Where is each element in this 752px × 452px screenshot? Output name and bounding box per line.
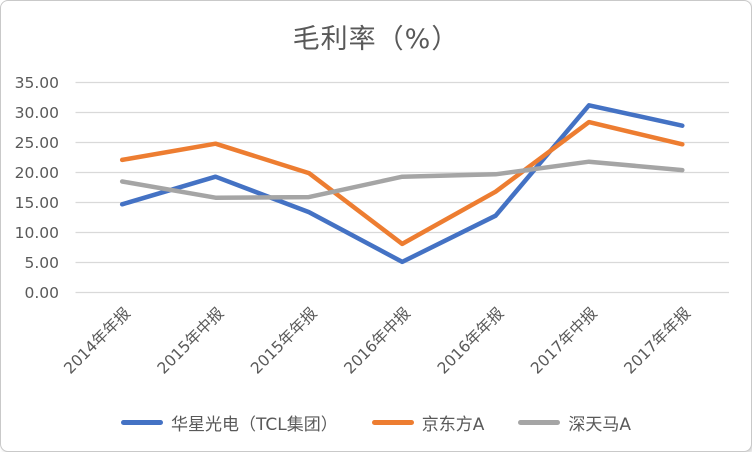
x-axis-label: 2015年中报 bbox=[154, 304, 228, 378]
y-tick-label: 30.00 bbox=[15, 104, 59, 122]
chart-title: 毛利率（%） bbox=[292, 24, 460, 55]
x-axis-label: 2016年中报 bbox=[341, 304, 415, 378]
legend-item-1: 京东方A bbox=[371, 410, 485, 435]
x-axis-label: 2016年年报 bbox=[434, 304, 508, 378]
chart-legend: 华星光电（TCL集团） 京东方A 深天马A bbox=[1, 410, 751, 435]
legend-label: 京东方A bbox=[421, 415, 485, 435]
y-tick-label: 0.00 bbox=[24, 284, 59, 302]
x-axis-label: 2017年中报 bbox=[527, 304, 601, 378]
legend-label: 深天马A bbox=[568, 415, 631, 435]
y-tick-label: 35.00 bbox=[15, 74, 59, 92]
y-tick-label: 20.00 bbox=[15, 164, 59, 182]
legend-line-swatch bbox=[120, 420, 163, 425]
x-axis-label: 2014年年报 bbox=[61, 304, 135, 378]
x-axis-label: 2017年年报 bbox=[621, 304, 695, 378]
series-line-1 bbox=[119, 119, 685, 247]
legend-label: 华星光电（TCL集团） bbox=[170, 415, 338, 435]
y-tick-label: 5.00 bbox=[24, 254, 59, 272]
legend-item-2: 深天马A bbox=[518, 410, 631, 435]
x-axis-label: 2015年年报 bbox=[247, 304, 321, 378]
series-line-0 bbox=[119, 103, 685, 265]
legend-item-0: 华星光电（TCL集团） bbox=[120, 410, 338, 435]
legend-line-swatch bbox=[371, 420, 414, 425]
legend-line-swatch bbox=[518, 420, 561, 425]
series-line-2 bbox=[119, 159, 685, 200]
y-tick-label: 10.00 bbox=[15, 224, 59, 242]
y-tick-label: 25.00 bbox=[15, 134, 59, 152]
y-tick-label: 15.00 bbox=[15, 194, 59, 212]
